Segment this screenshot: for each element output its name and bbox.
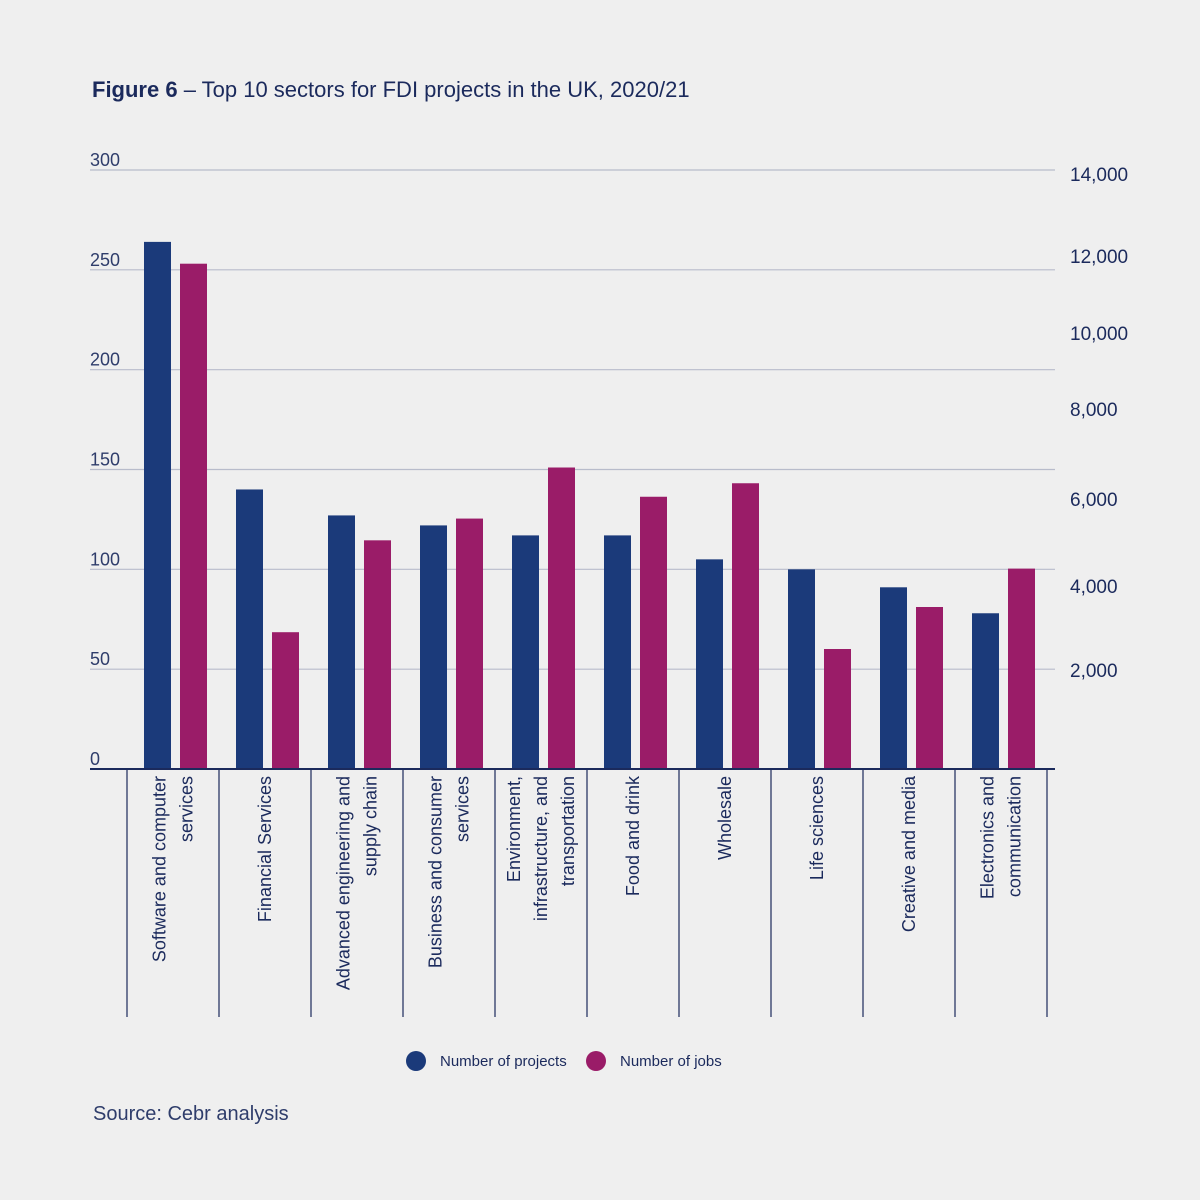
bars xyxy=(144,241,1035,769)
category-label: Software and computer xyxy=(150,776,170,962)
bar-projects xyxy=(972,613,999,769)
x-axis xyxy=(90,768,1055,1017)
category-label: Electronics and xyxy=(978,776,998,899)
bar-jobs xyxy=(180,263,207,769)
right-tick-label: 10,000 xyxy=(1070,324,1128,345)
title-prefix: Figure 6 xyxy=(92,77,178,102)
bar-projects xyxy=(144,241,171,769)
legend-jobs-label: Number of jobs xyxy=(620,1053,722,1070)
source-note: Source: Cebr analysis xyxy=(93,1103,289,1125)
bar-jobs xyxy=(1008,568,1035,769)
bar-projects xyxy=(788,569,815,769)
category-label: supply chain xyxy=(361,776,381,876)
category-label: Wholesale xyxy=(715,776,735,860)
right-tick-label: 2,000 xyxy=(1070,661,1118,682)
category-labels: Software and computer services Financial S… xyxy=(150,775,1025,990)
legend: Number of projects Number of jobs xyxy=(406,1051,722,1071)
bar-projects xyxy=(696,559,723,769)
left-tick-label: 0 xyxy=(90,749,100,769)
left-tick-label: 50 xyxy=(90,649,110,669)
bar-projects xyxy=(236,489,263,769)
bar-jobs xyxy=(732,483,759,769)
bar-projects xyxy=(880,587,907,769)
bar-jobs xyxy=(456,518,483,769)
legend-jobs-marker xyxy=(586,1051,606,1071)
right-axis-ticks: 2,000 4,000 6,000 8,000 10,000 12,000 14,000 xyxy=(1070,165,1128,682)
left-axis-ticks: 0 50 100 150 200 250 300 xyxy=(90,150,120,769)
left-tick-label: 250 xyxy=(90,250,120,270)
legend-projects-label: Number of projects xyxy=(440,1053,567,1070)
category-label: Business and consumer xyxy=(426,776,446,968)
bar-jobs xyxy=(824,649,851,769)
bar-projects xyxy=(420,525,447,769)
bar-jobs xyxy=(916,607,943,769)
left-tick-label: 100 xyxy=(90,549,120,569)
category-label: communication xyxy=(1005,776,1025,897)
category-label: Financial Services xyxy=(255,776,275,922)
bar-jobs xyxy=(640,496,667,769)
right-tick-label: 8,000 xyxy=(1070,400,1118,421)
bar-jobs xyxy=(272,632,299,769)
category-label: services xyxy=(177,776,197,842)
bar-jobs xyxy=(364,540,391,769)
category-label: Environment, xyxy=(504,776,524,882)
bar-projects xyxy=(328,515,355,769)
title-text: – Top 10 sectors for FDI projects in the… xyxy=(178,77,690,102)
bar-projects xyxy=(604,535,631,769)
bar-projects xyxy=(512,535,539,769)
category-label: transportation xyxy=(558,776,578,886)
bar-jobs xyxy=(548,467,575,769)
left-tick-label: 200 xyxy=(90,350,120,370)
category-label: Food and drink xyxy=(623,775,643,896)
chart-title: Figure 6 – Top 10 sectors for FDI projec… xyxy=(92,77,690,102)
right-tick-label: 4,000 xyxy=(1070,577,1118,598)
category-label: Creative and media xyxy=(899,775,919,932)
left-tick-label: 150 xyxy=(90,450,120,470)
category-label: Life sciences xyxy=(807,776,827,880)
category-label: Advanced engineering and xyxy=(334,776,354,990)
right-tick-label: 12,000 xyxy=(1070,247,1128,268)
right-tick-label: 14,000 xyxy=(1070,165,1128,186)
legend-projects-marker xyxy=(406,1051,426,1071)
category-label: services xyxy=(453,776,473,842)
left-tick-label: 300 xyxy=(90,150,120,170)
right-tick-label: 6,000 xyxy=(1070,490,1118,511)
category-label: infrastructure, and xyxy=(531,776,551,921)
